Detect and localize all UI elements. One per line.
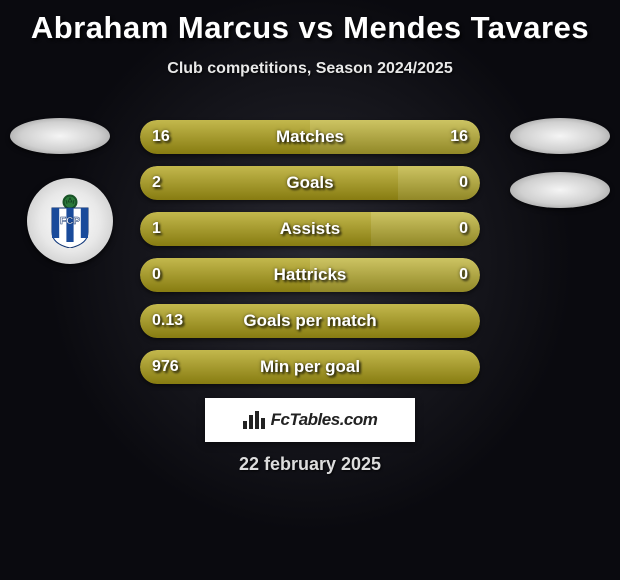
- stat-value-left: 0.13: [152, 312, 183, 330]
- comparison-panel: Abraham Marcus vs Mendes Tavares Club co…: [0, 0, 620, 580]
- bar-left: [140, 166, 398, 200]
- fcp-shield-icon: FCP: [46, 194, 94, 248]
- stat-value-right: 0: [459, 220, 468, 238]
- stat-value-left: 0: [152, 266, 161, 284]
- player1-badge-placeholder: [10, 118, 110, 154]
- stat-row: Goals per match 0.13: [140, 304, 480, 338]
- stat-row: Matches 16 16: [140, 120, 480, 154]
- date-label: 22 february 2025: [239, 454, 381, 475]
- subtitle: Club competitions, Season 2024/2025: [0, 60, 620, 78]
- ellipse-icon: [510, 118, 610, 154]
- svg-text:FCP: FCP: [60, 216, 80, 227]
- fctables-label: FcTables.com: [271, 410, 378, 430]
- stat-value-right: 16: [450, 128, 468, 146]
- comparison-bars: Matches1616Goals20Assists10Hattricks00Go…: [140, 120, 480, 396]
- bar-chart-icon: [243, 411, 265, 429]
- stat-label: Goals per match: [243, 311, 376, 331]
- page-title: Abraham Marcus vs Mendes Tavares: [0, 0, 620, 46]
- player1-club-badge: FCP: [20, 178, 120, 264]
- stat-value-left: 2: [152, 174, 161, 192]
- stat-value-left: 1: [152, 220, 161, 238]
- stat-value-right: 0: [459, 266, 468, 284]
- stat-label: Assists: [280, 219, 340, 239]
- stat-row: Goals 2 0: [140, 166, 480, 200]
- player2-badge-placeholder-1: [510, 118, 610, 154]
- stat-value-right: 0: [459, 174, 468, 192]
- player2-badge-placeholder-2: [510, 172, 610, 208]
- stat-label: Goals: [286, 173, 333, 193]
- ellipse-icon: [10, 118, 110, 154]
- stat-row: Hattricks 0 0: [140, 258, 480, 292]
- stat-label: Min per goal: [260, 357, 360, 377]
- ellipse-icon: [510, 172, 610, 208]
- stat-label: Matches: [276, 127, 344, 147]
- stat-row: Assists 1 0: [140, 212, 480, 246]
- club-badge-circle: FCP: [27, 178, 113, 264]
- stat-row: Min per goal 976: [140, 350, 480, 384]
- fctables-watermark: FcTables.com: [205, 398, 415, 442]
- stat-value-left: 16: [152, 128, 170, 146]
- stat-value-left: 976: [152, 358, 179, 376]
- stat-label: Hattricks: [274, 265, 347, 285]
